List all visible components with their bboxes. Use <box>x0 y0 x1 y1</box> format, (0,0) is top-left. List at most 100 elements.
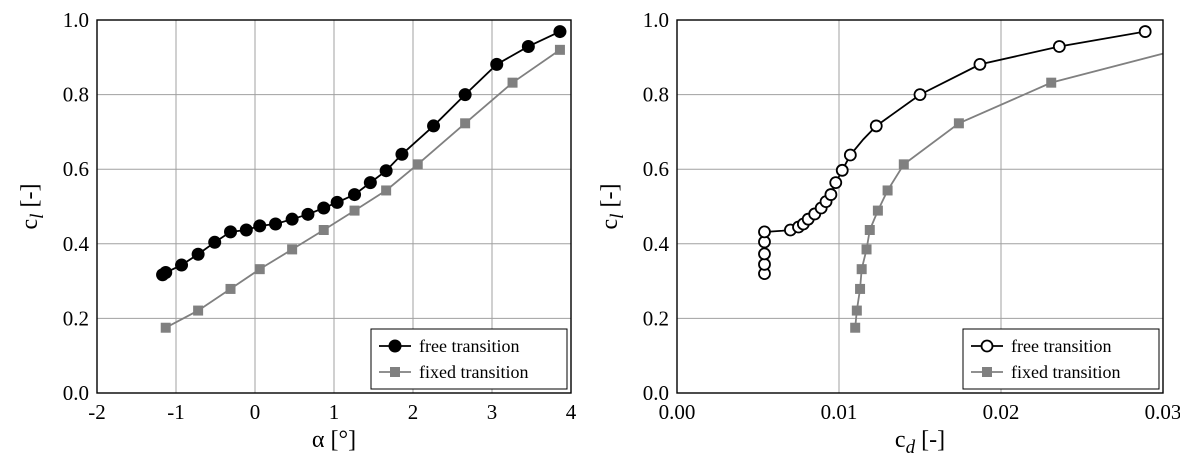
data-point <box>225 283 236 294</box>
data-point <box>824 188 838 201</box>
x-tick-label: -1 <box>167 400 185 424</box>
y-tick-label: 1.0 <box>63 8 89 32</box>
data-point <box>850 322 861 333</box>
data-point <box>872 205 883 216</box>
data-point <box>973 57 987 71</box>
legend-label: free transition <box>419 336 519 356</box>
data-point <box>191 247 205 261</box>
y-tick-label: 0.6 <box>63 157 89 181</box>
data-point <box>829 176 843 190</box>
legend: free transition fixed transition <box>962 328 1160 390</box>
y-tick-label: 0.4 <box>643 232 670 256</box>
data-point <box>843 148 857 162</box>
data-point <box>1052 40 1066 53</box>
data-point <box>412 159 423 170</box>
y-tick-label: 0.2 <box>643 306 669 330</box>
plot-frame <box>96 19 572 394</box>
data-point <box>898 159 909 170</box>
data-point <box>869 119 883 133</box>
x-tick-label: 0.02 <box>983 400 1020 424</box>
data-point <box>381 185 392 196</box>
data-point <box>758 247 771 261</box>
data-point <box>861 244 872 255</box>
legend-label: fixed transition <box>419 362 528 382</box>
y-tick-label: 0.2 <box>63 306 89 330</box>
data-point <box>554 44 565 55</box>
data-point <box>317 201 331 215</box>
plot-frame <box>676 19 1164 394</box>
data-point <box>758 257 771 271</box>
chart-cl-vs-cd: 0.00 0.01 0.02 0.03 0.0 0.2 0.4 0.6 0.8 1.0 cd [-… <box>597 8 1180 458</box>
data-point <box>490 57 504 71</box>
data-point <box>507 77 518 88</box>
legend: free transition fixed transition <box>370 328 568 390</box>
data-point <box>301 207 315 221</box>
data-point <box>855 283 866 294</box>
data-point <box>160 322 171 333</box>
data-point <box>159 266 173 280</box>
data-point <box>953 118 964 129</box>
data-point <box>363 176 377 190</box>
data-point <box>348 188 362 202</box>
data-point <box>175 258 189 272</box>
x-axis-label: cd [-] <box>895 427 945 458</box>
data-point <box>882 185 893 196</box>
x-tick-label: 1 <box>329 400 340 424</box>
data-point <box>285 212 299 226</box>
data-point <box>330 195 344 209</box>
y-tick-label: 0.0 <box>63 381 89 405</box>
data-point <box>287 244 298 255</box>
series-layer <box>758 25 1164 333</box>
tick-labels: -2 -1 0 1 2 3 4 0.0 0.2 0.4 0.6 0.8 1.0 <box>63 8 577 424</box>
x-tick-label: 2 <box>408 400 419 424</box>
data-point <box>458 88 472 102</box>
data-point <box>349 205 360 216</box>
legend-marker <box>980 339 994 353</box>
legend-label: free transition <box>1011 336 1111 356</box>
data-point <box>913 88 927 101</box>
data-point <box>208 235 222 249</box>
data-point <box>224 225 238 239</box>
tick-labels: 0.00 0.01 0.02 0.03 0.0 0.2 0.4 0.6 0.8 1.0 <box>643 8 1180 424</box>
data-point <box>553 25 567 39</box>
x-tick-label: 0.00 <box>659 400 696 424</box>
y-axis-label: cl [-] <box>597 184 628 230</box>
x-tick-label: 4 <box>566 400 577 424</box>
x-tick-label: 0.03 <box>1145 400 1180 424</box>
x-tick-label: 3 <box>487 400 498 424</box>
data-point <box>269 217 283 231</box>
x-axis-label: α [°] <box>312 427 356 453</box>
x-tick-label: 0 <box>250 400 261 424</box>
legend-label: fixed transition <box>1011 362 1120 382</box>
data-point <box>193 305 204 316</box>
legend-marker <box>388 339 402 353</box>
data-point <box>239 223 253 237</box>
legend-box <box>370 328 568 390</box>
x-tick-label: -2 <box>88 400 106 424</box>
series-line <box>165 49 561 329</box>
y-tick-label: 1.0 <box>643 8 669 32</box>
data-point <box>864 224 875 235</box>
legend-marker <box>982 367 992 377</box>
legend-box <box>962 328 1160 390</box>
data-point <box>460 118 471 129</box>
x-tick-label: 0.01 <box>821 400 858 424</box>
data-point <box>318 224 329 235</box>
y-tick-label: 0.0 <box>643 381 669 405</box>
data-point <box>427 119 441 133</box>
series-layer <box>156 25 567 333</box>
data-point <box>254 264 265 275</box>
chart-cl-vs-alpha: -2 -1 0 1 2 3 4 0.0 0.2 0.4 0.6 0.8 1.0 α [°] cl [-]… <box>17 8 577 453</box>
y-tick-label: 0.8 <box>643 83 669 107</box>
y-tick-label: 0.6 <box>643 157 669 181</box>
data-point <box>835 163 849 177</box>
data-point <box>379 164 393 178</box>
series-line <box>162 30 561 276</box>
data-point <box>395 147 409 161</box>
data-point <box>253 219 267 233</box>
y-tick-label: 0.4 <box>63 232 90 256</box>
data-point <box>758 225 771 239</box>
data-point <box>856 264 867 275</box>
data-point <box>851 305 862 316</box>
